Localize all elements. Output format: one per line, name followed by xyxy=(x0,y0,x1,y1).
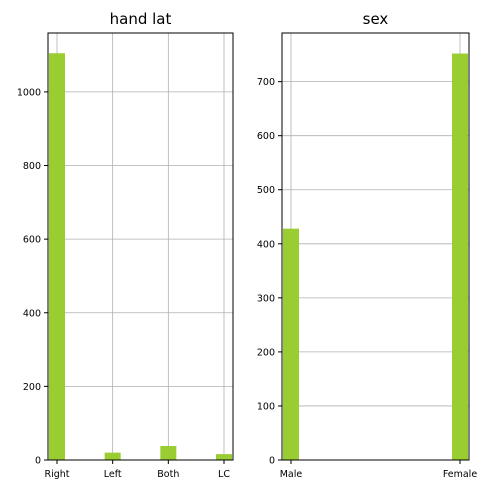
subplot-2: 0 100 200 300 400 500 600 700 Male Female sex xyxy=(257,10,477,480)
x-tick-label-female: Female xyxy=(443,469,478,480)
x-tick-label-left: Left xyxy=(104,469,122,480)
bar-right xyxy=(49,53,65,460)
plot-frame xyxy=(47,32,234,461)
plot-frame xyxy=(281,32,470,461)
bar-both xyxy=(160,446,177,460)
y-tick-label: 800 xyxy=(23,161,41,172)
bar-female xyxy=(452,53,468,460)
y-tick-label: 500 xyxy=(257,185,275,196)
y-tick-label: 400 xyxy=(257,239,275,250)
x-tick-label-male: Male xyxy=(280,469,303,480)
bar-lc xyxy=(216,454,232,460)
chart-title: hand lat xyxy=(110,10,172,28)
bar-male xyxy=(283,228,299,460)
y-tick-label: 200 xyxy=(257,347,275,358)
y-tick-label: 1000 xyxy=(17,87,41,98)
x-tick-label-lc: LC xyxy=(218,469,230,480)
y-tick-label: 600 xyxy=(257,131,275,142)
bar-left xyxy=(104,452,121,460)
chart-title: sex xyxy=(363,10,389,28)
y-tick-label: 700 xyxy=(257,77,275,88)
subplot-1: 0 200 400 600 800 1000 Right Left Both LC hand lat xyxy=(17,10,234,480)
x-tick-label-right: Right xyxy=(44,469,69,480)
y-tick-label: 0 xyxy=(35,456,41,467)
y-tick-label: 200 xyxy=(23,382,41,393)
x-tick-label-both: Both xyxy=(157,469,179,480)
y-tick-label: 600 xyxy=(23,235,41,246)
y-tick-label: 0 xyxy=(269,456,275,467)
y-tick-label: 300 xyxy=(257,293,275,304)
y-tick-label: 100 xyxy=(257,401,275,412)
y-tick-label: 400 xyxy=(23,308,41,319)
